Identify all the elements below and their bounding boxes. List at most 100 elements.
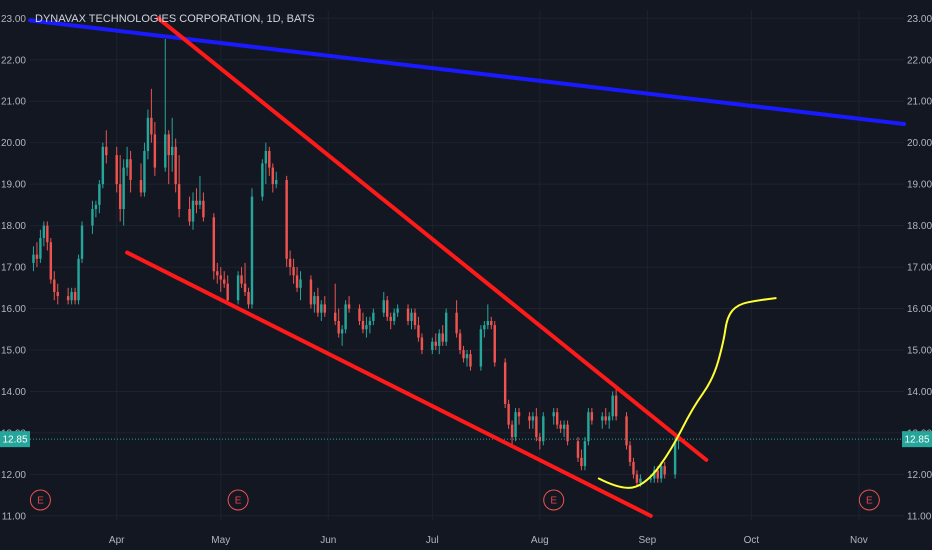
candle-body xyxy=(413,312,417,326)
current-price-tag-right xyxy=(902,431,932,448)
candle-body xyxy=(98,184,101,205)
candle-body xyxy=(226,283,229,301)
y-tick-label-left: 23.00 xyxy=(1,14,26,25)
candle-body xyxy=(576,441,580,458)
candle-body xyxy=(438,333,441,346)
candle-body xyxy=(483,325,486,330)
y-tick-label-right: 18.00 xyxy=(907,221,932,232)
candle-body xyxy=(441,333,444,342)
candle-body xyxy=(656,470,659,479)
candle-body xyxy=(389,316,392,321)
candle-body xyxy=(628,445,632,462)
candle-body xyxy=(531,416,535,421)
candle-body xyxy=(212,217,216,272)
earnings-marker-label: E xyxy=(235,496,242,507)
candle-body xyxy=(70,291,73,301)
x-tick-label: Apr xyxy=(109,535,125,546)
candle-body xyxy=(174,146,177,185)
candle-body xyxy=(677,439,680,442)
y-tick-label-right: 21.00 xyxy=(907,97,932,108)
candle-body xyxy=(150,117,153,135)
candle-body xyxy=(649,478,653,480)
x-tick-label: Jun xyxy=(320,535,336,546)
candle-body xyxy=(285,180,288,259)
candle-body xyxy=(268,150,271,168)
candle-body xyxy=(53,279,56,292)
y-tick-label-left: 19.00 xyxy=(1,180,26,191)
candle-body xyxy=(614,395,618,417)
earnings-marker-label: E xyxy=(866,496,873,507)
candle-body xyxy=(583,441,587,467)
candle-body xyxy=(462,350,465,359)
y-tick-label-right: 17.00 xyxy=(907,263,932,274)
candle-body xyxy=(663,466,666,475)
candle-body xyxy=(177,184,181,210)
candle-body xyxy=(410,312,413,321)
candle-body xyxy=(653,470,656,479)
candle-body xyxy=(514,412,517,438)
candle-body xyxy=(486,320,490,326)
y-tick-label-right: 12.00 xyxy=(907,470,932,481)
y-tick-label-left: 16.00 xyxy=(1,304,26,315)
projection-curve xyxy=(597,297,777,489)
candle-body xyxy=(455,312,458,334)
candle-body xyxy=(660,466,663,479)
candle-body xyxy=(559,424,562,429)
candle-body xyxy=(517,412,521,417)
current-price-tag-left xyxy=(0,431,30,448)
candle-body xyxy=(333,312,337,321)
earnings-marker xyxy=(858,489,880,511)
candle-body xyxy=(223,279,226,284)
candle-body xyxy=(101,146,105,185)
candle-body xyxy=(271,167,274,185)
candle-body xyxy=(129,159,132,180)
candle-body xyxy=(261,163,264,197)
candle-body xyxy=(580,457,583,467)
candle-body xyxy=(365,325,368,330)
candle-body xyxy=(562,424,566,429)
candle-body xyxy=(42,225,46,239)
candle-body xyxy=(632,461,635,475)
candle-body xyxy=(406,308,410,321)
candle-body xyxy=(115,155,118,185)
candle-body xyxy=(444,312,448,342)
candle-body xyxy=(372,312,375,321)
candle-body xyxy=(434,341,437,346)
candle-body xyxy=(635,474,639,483)
candle-body xyxy=(288,258,292,268)
candle-body xyxy=(639,478,642,483)
candle-body xyxy=(35,254,39,259)
candle-body xyxy=(143,150,146,193)
candle-body xyxy=(323,304,327,313)
candle-body xyxy=(601,416,604,421)
candle-body xyxy=(146,117,150,151)
candle-body xyxy=(458,333,462,350)
y-tick-label-right: 14.00 xyxy=(907,387,932,398)
earnings-marker xyxy=(227,489,249,511)
candle-body xyxy=(625,416,628,446)
candle-body xyxy=(313,296,316,305)
candle-body xyxy=(73,291,77,301)
candle-body xyxy=(125,159,129,168)
y-tick-label-left: 20.00 xyxy=(1,138,26,149)
wedge-lower xyxy=(125,250,653,518)
candle-body xyxy=(469,354,472,367)
candle-body xyxy=(236,275,240,301)
candle-body xyxy=(105,146,108,156)
chart-title: DYNAVAX TECHNOLOGIES CORPORATION, 1D, BA… xyxy=(35,13,315,25)
candle-body xyxy=(275,180,278,185)
candle-body xyxy=(396,308,399,313)
candle-body xyxy=(202,200,205,218)
candle-body xyxy=(292,267,295,276)
candle-body xyxy=(295,275,299,288)
earnings-marker-label: E xyxy=(550,496,557,507)
y-tick-label-left: 15.00 xyxy=(1,346,26,357)
candle-body xyxy=(507,403,510,425)
candle-body xyxy=(198,200,202,205)
candle-body xyxy=(607,416,611,421)
candle-body xyxy=(46,225,49,243)
candle-body xyxy=(264,150,268,164)
y-tick-label-right: 23.00 xyxy=(907,14,932,25)
